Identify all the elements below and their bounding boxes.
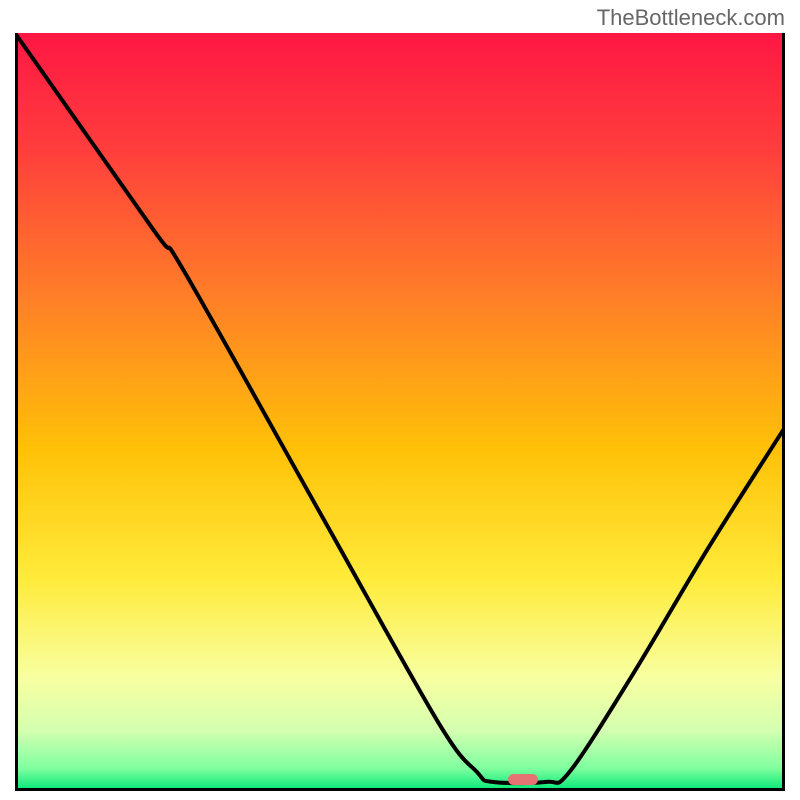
bottleneck-marker	[508, 774, 538, 785]
x-axis	[15, 788, 785, 791]
curve-overlay	[15, 33, 785, 791]
y-axis-right	[782, 33, 785, 791]
plot-area	[15, 33, 785, 791]
watermark-text: TheBottleneck.com	[597, 5, 785, 31]
chart-container	[15, 33, 785, 791]
curve-line	[15, 33, 785, 783]
y-axis	[15, 33, 18, 791]
